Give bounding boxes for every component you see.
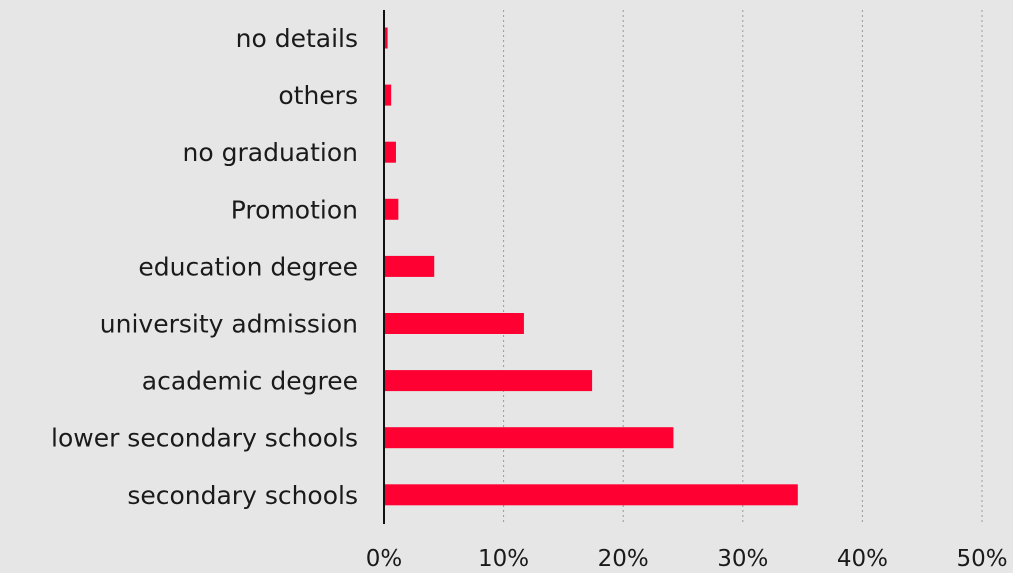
bar-no-details bbox=[384, 27, 388, 49]
bar-secondary-schools bbox=[384, 484, 798, 506]
category-label: lower secondary schools bbox=[51, 424, 358, 453]
category-labels: no details others no graduation Promotion ed… bbox=[51, 24, 358, 510]
bars bbox=[384, 27, 798, 506]
bar-education-degree bbox=[384, 255, 435, 277]
bar-lower-secondary-schools bbox=[384, 427, 674, 449]
bar-promotion bbox=[384, 198, 399, 220]
bar-others bbox=[384, 84, 392, 106]
gridlines bbox=[503, 10, 983, 524]
category-label: others bbox=[278, 81, 358, 110]
bar-no-graduation bbox=[384, 141, 396, 163]
x-tick-label: 20% bbox=[598, 546, 649, 572]
category-label: university admission bbox=[100, 310, 358, 339]
bar-university-admission bbox=[384, 313, 524, 334]
bar-academic-degree bbox=[384, 370, 593, 392]
x-tick-labels: 0% 10% 20% 30% 40% 50% bbox=[366, 546, 1008, 572]
category-label: no details bbox=[236, 24, 358, 53]
category-label: education degree bbox=[138, 252, 358, 281]
x-tick-label: 50% bbox=[956, 546, 1007, 572]
x-tick-label: 30% bbox=[717, 546, 768, 572]
category-label: academic degree bbox=[142, 367, 358, 396]
category-label: secondary schools bbox=[127, 481, 358, 510]
category-label: Promotion bbox=[231, 195, 358, 224]
x-tick-label: 40% bbox=[837, 546, 888, 572]
x-tick-label: 10% bbox=[478, 546, 529, 572]
x-tick-label: 0% bbox=[366, 546, 403, 572]
category-label: no graduation bbox=[183, 138, 358, 167]
